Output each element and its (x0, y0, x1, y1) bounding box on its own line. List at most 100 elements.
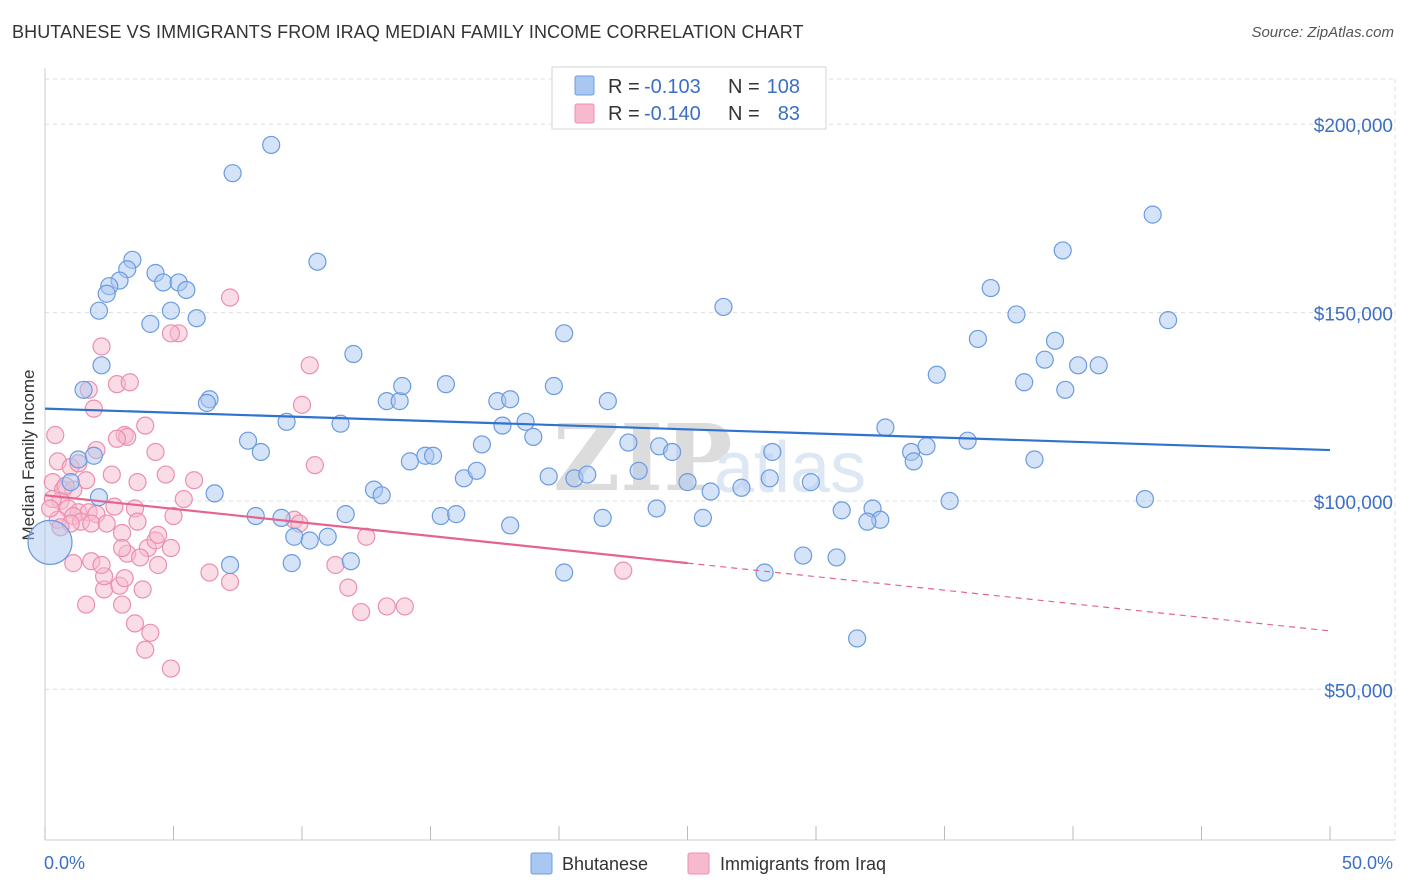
iraq-point-45 (300, 356, 319, 375)
iraq-point-43 (161, 324, 181, 343)
bhutanese-point-106 (1135, 489, 1155, 509)
bhutanese-point-53 (693, 508, 713, 527)
y-tick-label-1: $150,000 (1314, 305, 1393, 326)
iraq-point-79 (164, 506, 183, 526)
bhutanese-point-50 (662, 442, 682, 462)
bhutanese-point-15 (141, 314, 160, 333)
bhutanese-point-91 (917, 437, 936, 456)
bhutanese-point-60 (272, 508, 291, 527)
bhutanese-point-48 (629, 461, 648, 480)
bhutanese-point-73 (220, 555, 240, 575)
bhutanese-point-51 (647, 499, 666, 518)
bhutanese-point-38 (516, 412, 535, 431)
bhutanese-point-39 (524, 427, 543, 446)
iraq-point-39 (156, 465, 175, 484)
iraq-point-63 (77, 595, 96, 614)
bhutanese-point-80 (801, 473, 820, 492)
bhutanese-point-44 (578, 465, 597, 484)
bhutanese-point-31 (436, 375, 456, 394)
bhutanese-point-65 (336, 505, 355, 524)
iraq-point-74 (41, 499, 60, 518)
bhutanese-point-46 (593, 508, 612, 527)
iraq-point-72 (614, 561, 633, 580)
y-tick-label-0: $200,000 (1314, 116, 1393, 137)
series-bhutanese-points (27, 135, 1178, 648)
iraq-point-70 (136, 640, 155, 659)
bhutanese-point-56 (69, 450, 88, 469)
iraq-point-28 (97, 514, 116, 533)
bhutanese-point-12 (89, 301, 109, 320)
x-tick-label-0: 0.0% (44, 853, 85, 873)
bhutanese-point-24 (344, 344, 363, 364)
bhutanese-point-104 (1089, 356, 1108, 375)
bhutanese-point-105 (1053, 241, 1072, 260)
x-tick-label-1: 50.0% (1342, 853, 1393, 873)
iraq-point-59 (133, 580, 152, 599)
bhutanese-point-61 (282, 554, 301, 573)
bhutanese-point-70 (447, 505, 466, 524)
legend-r-value-1: -0.103 (644, 76, 701, 98)
iraq-point-5 (120, 373, 139, 392)
bhutanese-point-37 (493, 416, 512, 435)
bhutanese-point-2 (308, 252, 327, 271)
bhutanese-point-19 (197, 393, 217, 413)
bhutanese-point-100 (1035, 350, 1054, 369)
iraq-point-50 (326, 555, 345, 575)
iraq-point-46 (292, 395, 312, 414)
bhutanese-point-64 (318, 527, 337, 546)
bhutanese-point-98 (1015, 373, 1034, 392)
y-tick-label-2: $100,000 (1314, 493, 1393, 514)
legend-bottom-label-iraq: Immigrants from Iraq (720, 854, 886, 874)
bhutanese-point-34 (472, 435, 491, 454)
iraq-point-77 (115, 569, 134, 588)
legend-swatch-blue (574, 75, 595, 96)
bhutanese-point-14 (187, 309, 206, 328)
bhutanese-point-93 (940, 491, 959, 511)
legend-swatch-pink (574, 103, 595, 124)
iraq-point-71 (161, 659, 181, 678)
bhutanese-point-52 (678, 473, 697, 492)
y-tick-labels: $200,000 $150,000 $100,000 $50,000 (1314, 116, 1393, 702)
iraq-point-51 (339, 578, 358, 597)
bhutanese-point-41 (544, 376, 563, 396)
bhutanese-point-87 (858, 512, 877, 531)
bhutanese-point-108 (1143, 205, 1162, 224)
bhutanese-point-82 (827, 548, 846, 567)
iraq-point-14 (102, 465, 121, 484)
legend-bottom-swatch-pink (687, 852, 710, 875)
iraq-point-52 (352, 602, 371, 622)
legend-n-label-1: N = (728, 76, 760, 98)
iraq-point-47 (305, 456, 324, 475)
legend-box (551, 66, 827, 130)
iraq-point-27 (82, 514, 101, 533)
bhutanese-point-96 (981, 278, 1000, 298)
iraq-point-2 (84, 399, 103, 418)
iraq-point-0 (46, 425, 65, 445)
x-tick-labels: 0.0% 50.0% (44, 853, 1393, 873)
bhutanese-point-33 (467, 461, 486, 480)
iraq-point-32 (128, 512, 147, 531)
bhutanese-point-11 (97, 284, 116, 303)
bhutanese-point-40 (539, 467, 558, 486)
legend-bottom: Bhutanese Immigrants from Iraq (530, 852, 886, 875)
iraq-point-55 (395, 597, 414, 616)
iraq-point-66 (92, 555, 111, 575)
iraq-point-40 (174, 489, 193, 509)
bhutanese-point-68 (372, 486, 391, 505)
bhutanese-point-13 (161, 301, 181, 320)
bhutanese-point-94 (958, 431, 977, 450)
bhutanese-point-36 (501, 390, 520, 409)
legend-n-value-1: 108 (767, 76, 800, 98)
iraq-point-64 (64, 554, 83, 573)
iraq-point-69 (141, 623, 160, 642)
bhutanese-point-28 (400, 452, 420, 471)
bhutanese-point-42 (555, 324, 574, 343)
bhutanese-point-95 (968, 329, 988, 349)
bhutanese-point-88 (876, 418, 895, 437)
iraq-point-78 (146, 442, 165, 462)
bhutanese-point-76 (732, 478, 751, 497)
trend-lines (44, 407, 1331, 632)
bhutanese-point-63 (300, 531, 319, 550)
iraq-point-37 (148, 525, 168, 544)
